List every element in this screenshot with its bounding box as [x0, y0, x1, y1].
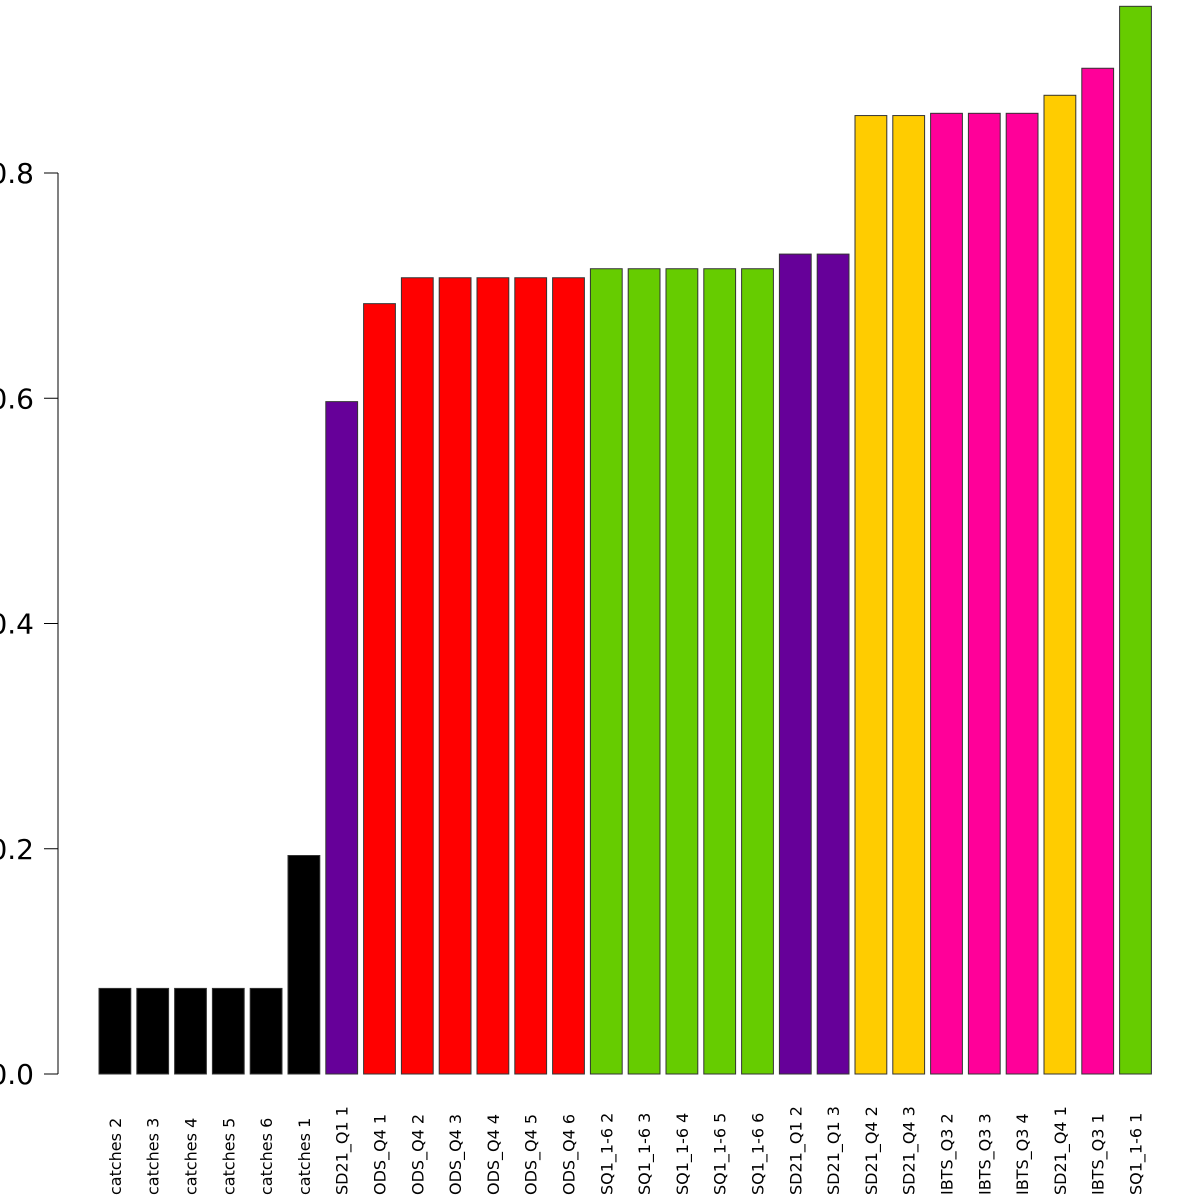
bar — [1005, 112, 1039, 1075]
bar — [589, 268, 623, 1075]
bar — [854, 115, 888, 1075]
bar — [627, 268, 661, 1075]
x-tick-label: ODS_Q4 2 — [408, 1114, 428, 1195]
x-tick-label: SD21_Q4 3 — [900, 1106, 920, 1195]
bar — [98, 987, 132, 1075]
bar — [703, 268, 737, 1075]
bar — [778, 253, 812, 1075]
x-tick-label: ODS_Q4 4 — [484, 1114, 504, 1195]
bar — [552, 277, 585, 1075]
x-tick-label: catches 4 — [182, 1118, 201, 1195]
x-tick-label: IBTS_Q3 1 — [1089, 1113, 1109, 1195]
bar — [514, 277, 548, 1075]
x-tick-label: SD21_Q1 2 — [786, 1106, 806, 1195]
y-tick-label: 0.0 — [0, 1058, 34, 1091]
y-tick-label: 0.4 — [0, 608, 34, 641]
x-tick-label: ODS_Q4 6 — [560, 1114, 580, 1195]
x-tick-label: IBTS_Q3 4 — [1013, 1113, 1033, 1195]
bar — [930, 112, 963, 1075]
bar — [400, 277, 434, 1075]
bar — [287, 855, 321, 1075]
bar — [476, 277, 510, 1075]
bars-group — [98, 5, 1152, 1075]
bar — [1043, 94, 1077, 1075]
bar — [1081, 67, 1115, 1075]
x-tick-label: SD21_Q4 2 — [862, 1106, 882, 1195]
bar — [249, 987, 283, 1075]
x-tick-label: SQ1_1-6 1 — [1127, 1113, 1147, 1195]
x-tick-label: catches 2 — [106, 1118, 125, 1195]
bar — [136, 987, 170, 1075]
bar — [1119, 5, 1152, 1075]
x-tick-label: ODS_Q4 5 — [522, 1114, 542, 1195]
bar — [325, 401, 359, 1075]
bar — [967, 112, 1001, 1075]
x-tick-label: ODS_Q4 3 — [446, 1114, 466, 1195]
bar — [174, 987, 207, 1075]
x-tick-label: IBTS_Q3 2 — [938, 1113, 958, 1195]
bar — [211, 987, 245, 1075]
x-tick-label: catches 5 — [219, 1118, 238, 1195]
x-tick-label: catches 1 — [295, 1118, 314, 1195]
x-axis-labels: catches 2 catches 3 catches 4 catches 5 catc… — [106, 1106, 1147, 1195]
bar — [816, 253, 850, 1075]
x-tick-label: SD21_Q1 3 — [824, 1106, 844, 1195]
bar — [741, 268, 774, 1075]
y-tick-label: 0.8 — [0, 157, 34, 190]
x-tick-label: catches 6 — [257, 1118, 276, 1195]
y-axis: 0.0 0.2 0.4 0.6 0.8 — [0, 157, 59, 1091]
x-tick-label: ODS_Q4 1 — [371, 1114, 391, 1195]
x-tick-label: SQ1_1-6 5 — [711, 1113, 731, 1195]
y-tick-label: 0.6 — [0, 382, 34, 415]
x-tick-label: SQ1_1-6 3 — [635, 1113, 655, 1195]
x-tick-label: SD21_Q1 1 — [333, 1106, 353, 1195]
x-tick-label: IBTS_Q3 3 — [975, 1113, 995, 1195]
y-tick-label: 0.2 — [0, 833, 34, 866]
x-tick-label: SQ1_1-6 6 — [749, 1113, 769, 1195]
bar — [665, 268, 699, 1075]
bar — [363, 303, 396, 1075]
x-tick-label: SQ1_1-6 4 — [673, 1113, 693, 1195]
x-tick-label: SD21_Q4 1 — [1051, 1106, 1071, 1195]
x-tick-label: SQ1_1-6 2 — [597, 1113, 617, 1195]
x-tick-label: catches 3 — [144, 1118, 163, 1195]
bar — [892, 115, 926, 1075]
bar — [438, 277, 472, 1075]
